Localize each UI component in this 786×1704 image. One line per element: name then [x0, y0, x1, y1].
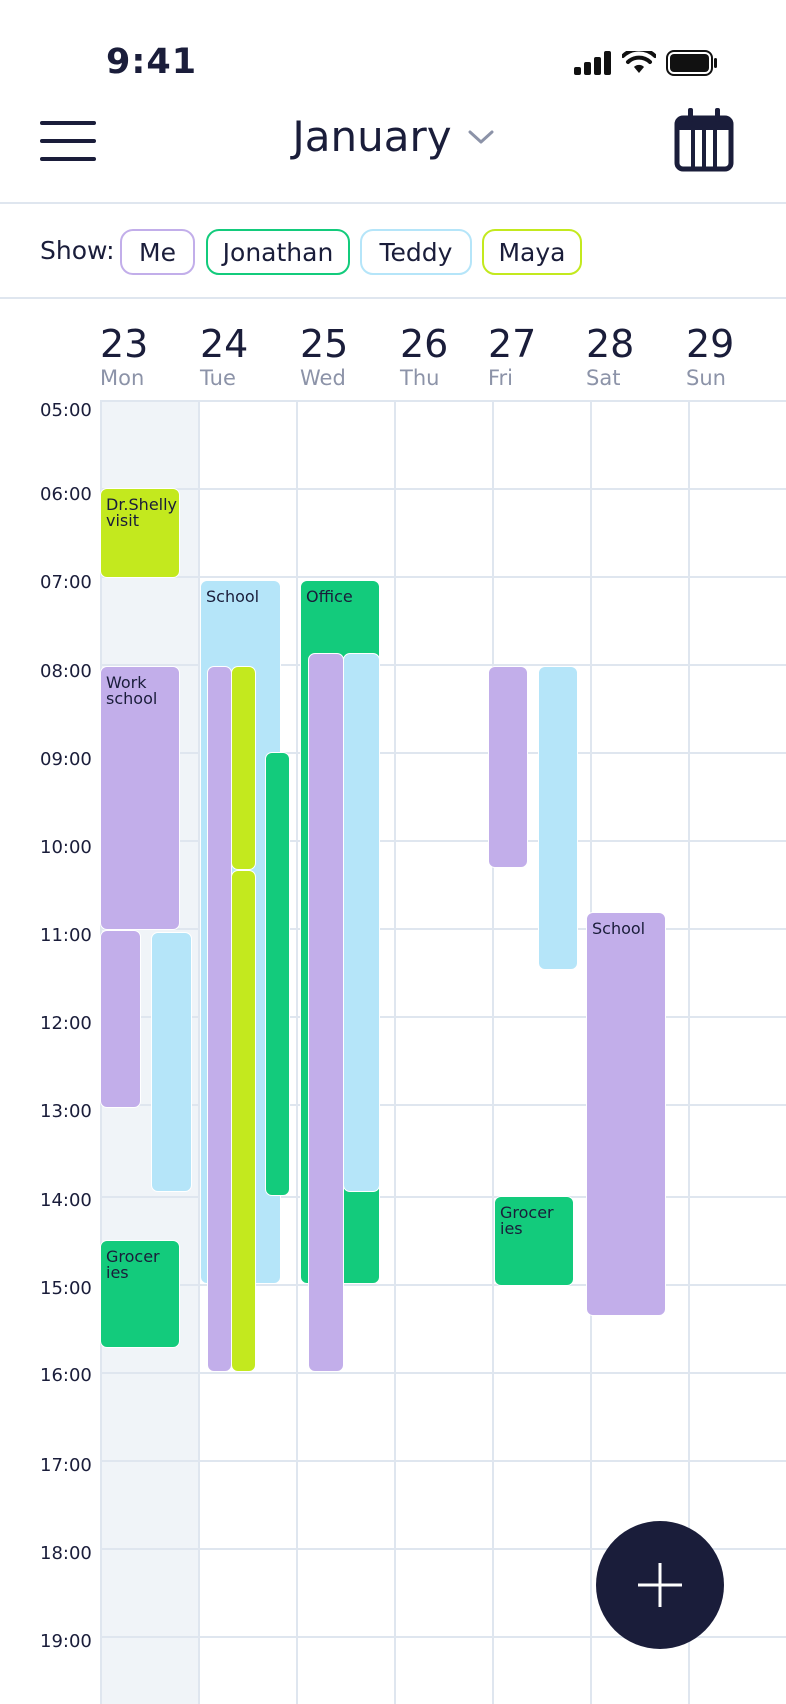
time-label: 13:00: [40, 1101, 92, 1122]
month-title: January: [292, 112, 452, 161]
grid-col-line: [492, 400, 494, 1704]
time-label: 05:00: [40, 400, 92, 421]
signal-icon: [574, 51, 611, 75]
event-dr-shelly[interactable]: Dr.Shelly visit: [100, 488, 180, 578]
day-num-25[interactable]: 25: [300, 322, 349, 366]
grid-row-line: [100, 1372, 786, 1374]
grid-col-line: [296, 400, 298, 1704]
time-label: 18:00: [40, 1543, 92, 1564]
event-teddy-block[interactable]: [151, 932, 192, 1192]
day-name-tue: Tue: [200, 366, 236, 390]
event-maya-block[interactable]: [231, 870, 256, 1372]
chevron-down-icon: [468, 130, 494, 143]
filter-divider: [0, 297, 786, 299]
chip-maya[interactable]: Maya: [482, 229, 582, 275]
day-num-26[interactable]: 26: [400, 322, 449, 366]
time-label: 17:00: [40, 1455, 92, 1476]
event-teddy-block[interactable]: [343, 653, 380, 1192]
day-num-24[interactable]: 24: [200, 322, 249, 366]
event-school-sat[interactable]: School: [586, 912, 666, 1316]
status-time: 9:41: [106, 42, 198, 82]
battery-icon: [666, 50, 717, 76]
grid-row-line: [100, 1016, 786, 1018]
event-maya-block[interactable]: [231, 666, 256, 870]
grid-col-line: [198, 400, 200, 1704]
grid-row-line: [100, 488, 786, 490]
event-me-block[interactable]: [207, 666, 232, 1372]
day-num-28[interactable]: 28: [586, 322, 635, 366]
event-me-block[interactable]: [100, 930, 141, 1108]
time-label: 09:00: [40, 749, 92, 770]
grid-row-line: [100, 576, 786, 578]
grid-row-line: [100, 400, 786, 402]
event-me-block[interactable]: [308, 653, 344, 1372]
grid-row-line: [100, 1548, 786, 1550]
day-name-fri: Fri: [488, 366, 514, 390]
event-work-school[interactable]: Work school: [100, 666, 180, 930]
show-label: Show:: [40, 236, 115, 265]
chip-me[interactable]: Me: [120, 229, 195, 275]
grid-row-line: [100, 664, 786, 666]
add-event-button[interactable]: [596, 1521, 724, 1649]
day-name-sun: Sun: [686, 366, 726, 390]
time-label: 08:00: [40, 661, 92, 682]
grid-col-line: [688, 400, 690, 1704]
time-label: 10:00: [40, 837, 92, 858]
day-num-27[interactable]: 27: [488, 322, 537, 366]
day-num-23[interactable]: 23: [100, 322, 149, 366]
event-groceries-fri[interactable]: Grocer ies: [494, 1196, 574, 1286]
chip-jonathan[interactable]: Jonathan: [206, 229, 350, 275]
time-label: 16:00: [40, 1365, 92, 1386]
time-label: 07:00: [40, 572, 92, 593]
grid-row-line: [100, 928, 786, 930]
day-num-29[interactable]: 29: [686, 322, 735, 366]
time-label: 15:00: [40, 1278, 92, 1299]
event-jonathan-block[interactable]: [265, 752, 290, 1196]
menu-icon[interactable]: [40, 120, 96, 162]
grid-col-line: [394, 400, 396, 1704]
wifi-icon: [622, 51, 656, 73]
grid-row-line: [100, 1460, 786, 1462]
grid-row-line: [100, 1104, 786, 1106]
day-name-wed: Wed: [300, 366, 346, 390]
month-selector[interactable]: January: [0, 112, 786, 161]
time-label: 11:00: [40, 925, 92, 946]
grid-row-line: [100, 1284, 786, 1286]
plus-icon: [638, 1563, 682, 1607]
event-me-block[interactable]: [488, 666, 528, 868]
day-name-sat: Sat: [586, 366, 621, 390]
grid-row-line: [100, 840, 786, 842]
header-divider: [0, 202, 786, 204]
grid-row-line: [100, 752, 786, 754]
grid-row-line: [100, 1636, 786, 1638]
time-label: 12:00: [40, 1013, 92, 1034]
calendar-icon[interactable]: [674, 108, 734, 172]
status-icons: [574, 50, 718, 76]
event-teddy-block[interactable]: [538, 666, 578, 970]
chip-teddy[interactable]: Teddy: [360, 229, 472, 275]
time-label: 06:00: [40, 484, 92, 505]
grid-row-line: [100, 1196, 786, 1198]
time-label: 14:00: [40, 1190, 92, 1211]
day-name-mon: Mon: [100, 366, 145, 390]
time-label: 19:00: [40, 1631, 92, 1652]
event-groceries-mon[interactable]: Grocer ies: [100, 1240, 180, 1348]
day-name-thu: Thu: [400, 366, 440, 390]
